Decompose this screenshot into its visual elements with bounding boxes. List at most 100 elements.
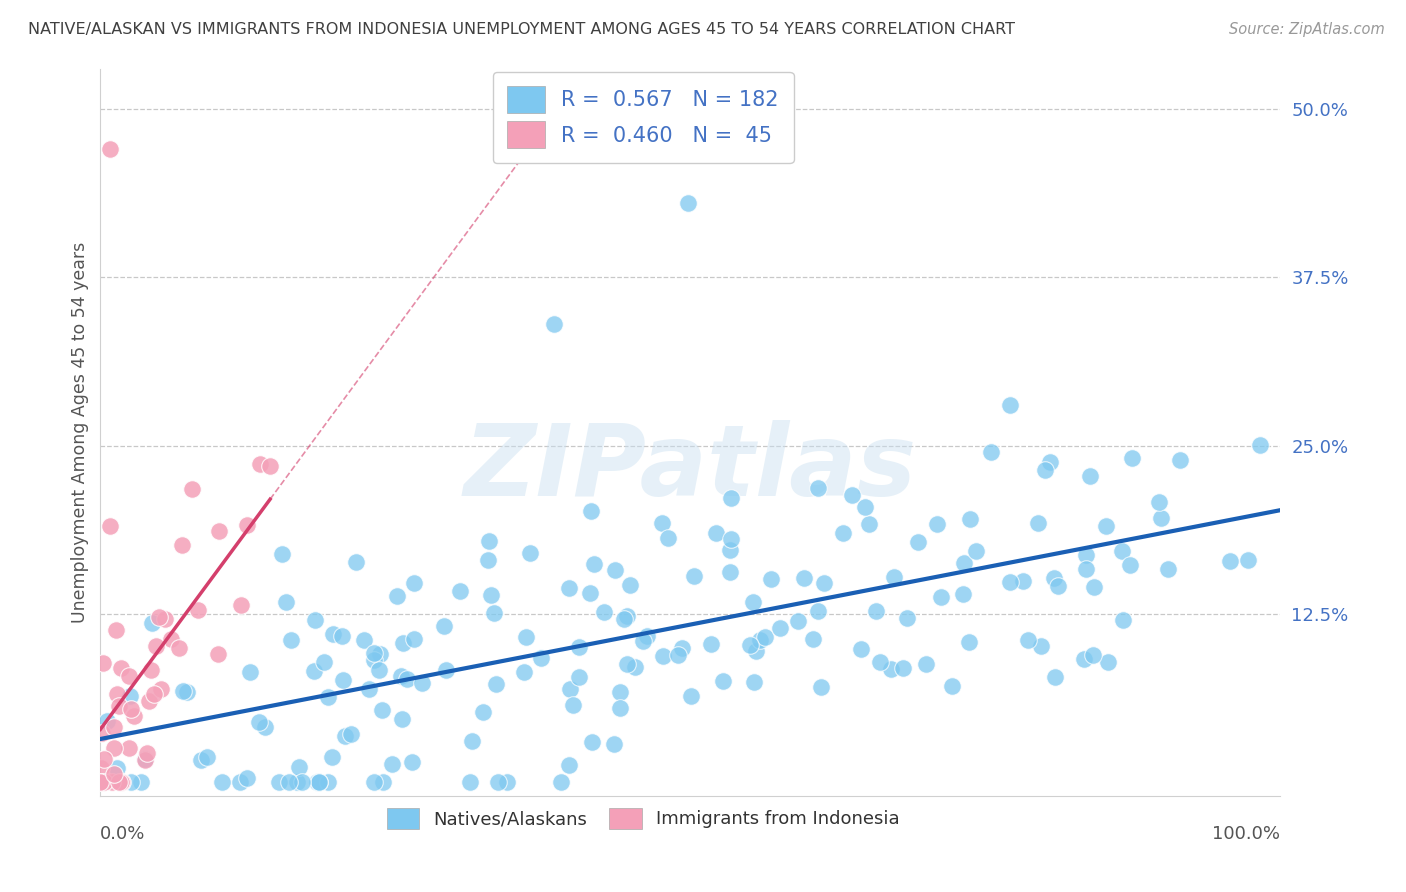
Point [1043,670,1066,684]
Point [401,756,423,770]
Text: Source: ZipAtlas.com: Source: ZipAtlas.com [1229,22,1385,37]
Point [93,775,115,789]
Point [259,459,281,474]
Point [207,647,229,661]
Point [90,761,112,775]
Legend: Natives/Alaskans, Immigrants from Indonesia: Natives/Alaskans, Immigrants from Indone… [378,799,908,838]
Point [484,606,506,620]
Point [396,672,419,686]
Point [603,562,626,576]
Point [748,632,770,647]
Point [807,604,830,618]
Point [1097,655,1119,669]
Point [208,524,231,538]
Text: NATIVE/ALASKAN VS IMMIGRANTS FROM INDONESIA UNEMPLOYMENT AMONG AGES 45 TO 54 YEA: NATIVE/ALASKAN VS IMMIGRANTS FROM INDONE… [28,22,1015,37]
Y-axis label: Unemployment Among Ages 45 to 54 years: Unemployment Among Ages 45 to 54 years [72,242,89,623]
Point [391,636,413,650]
Point [143,687,166,701]
Point [118,669,141,683]
Point [363,653,385,667]
Point [433,619,456,633]
Point [381,756,404,771]
Point [959,511,981,525]
Point [120,701,142,715]
Point [330,629,353,643]
Point [104,624,127,638]
Point [103,720,125,734]
Point [172,538,194,552]
Point [181,482,204,496]
Point [720,491,742,505]
Point [477,553,499,567]
Point [831,525,853,540]
Point [558,581,581,595]
Point [929,590,952,604]
Point [613,612,636,626]
Point [308,775,330,789]
Point [957,635,980,649]
Point [631,634,654,648]
Point [609,685,631,699]
Point [148,610,170,624]
Point [907,535,929,549]
Point [745,643,768,657]
Point [1011,574,1033,588]
Point [107,699,129,714]
Point [1111,544,1133,558]
Point [90,726,112,740]
Point [387,589,409,603]
Point [679,689,702,703]
Point [391,713,413,727]
Point [683,569,706,583]
Point [759,572,782,586]
Point [1000,575,1022,590]
Point [671,640,693,655]
Point [169,641,191,656]
Point [1017,632,1039,647]
Point [543,318,565,332]
Point [105,687,128,701]
Point [1073,652,1095,666]
Point [368,647,391,661]
Point [239,665,262,679]
Point [720,532,742,546]
Point [853,500,876,515]
Point [134,752,156,766]
Point [149,681,172,696]
Point [998,398,1021,412]
Point [927,517,949,532]
Point [187,603,209,617]
Point [718,565,741,579]
Point [247,714,270,729]
Point [160,632,183,647]
Point [602,737,624,751]
Point [373,775,395,789]
Point [271,547,294,561]
Point [1083,580,1105,594]
Point [738,638,761,652]
Text: 0.0%: 0.0% [100,825,146,843]
Point [434,663,457,677]
Point [90,775,112,789]
Point [619,578,641,592]
Point [769,621,792,635]
Point [172,683,194,698]
Point [122,708,145,723]
Point [550,775,572,789]
Point [676,196,699,211]
Point [105,761,128,775]
Text: ZIPatlas: ZIPatlas [464,420,917,517]
Point [1112,613,1135,627]
Point [359,682,381,697]
Point [321,750,343,764]
Point [91,775,114,789]
Point [1043,570,1066,584]
Point [145,639,167,653]
Point [288,759,311,773]
Point [91,656,114,670]
Point [557,757,579,772]
Point [363,646,385,660]
Point [363,775,385,789]
Point [754,630,776,644]
Point [285,775,308,789]
